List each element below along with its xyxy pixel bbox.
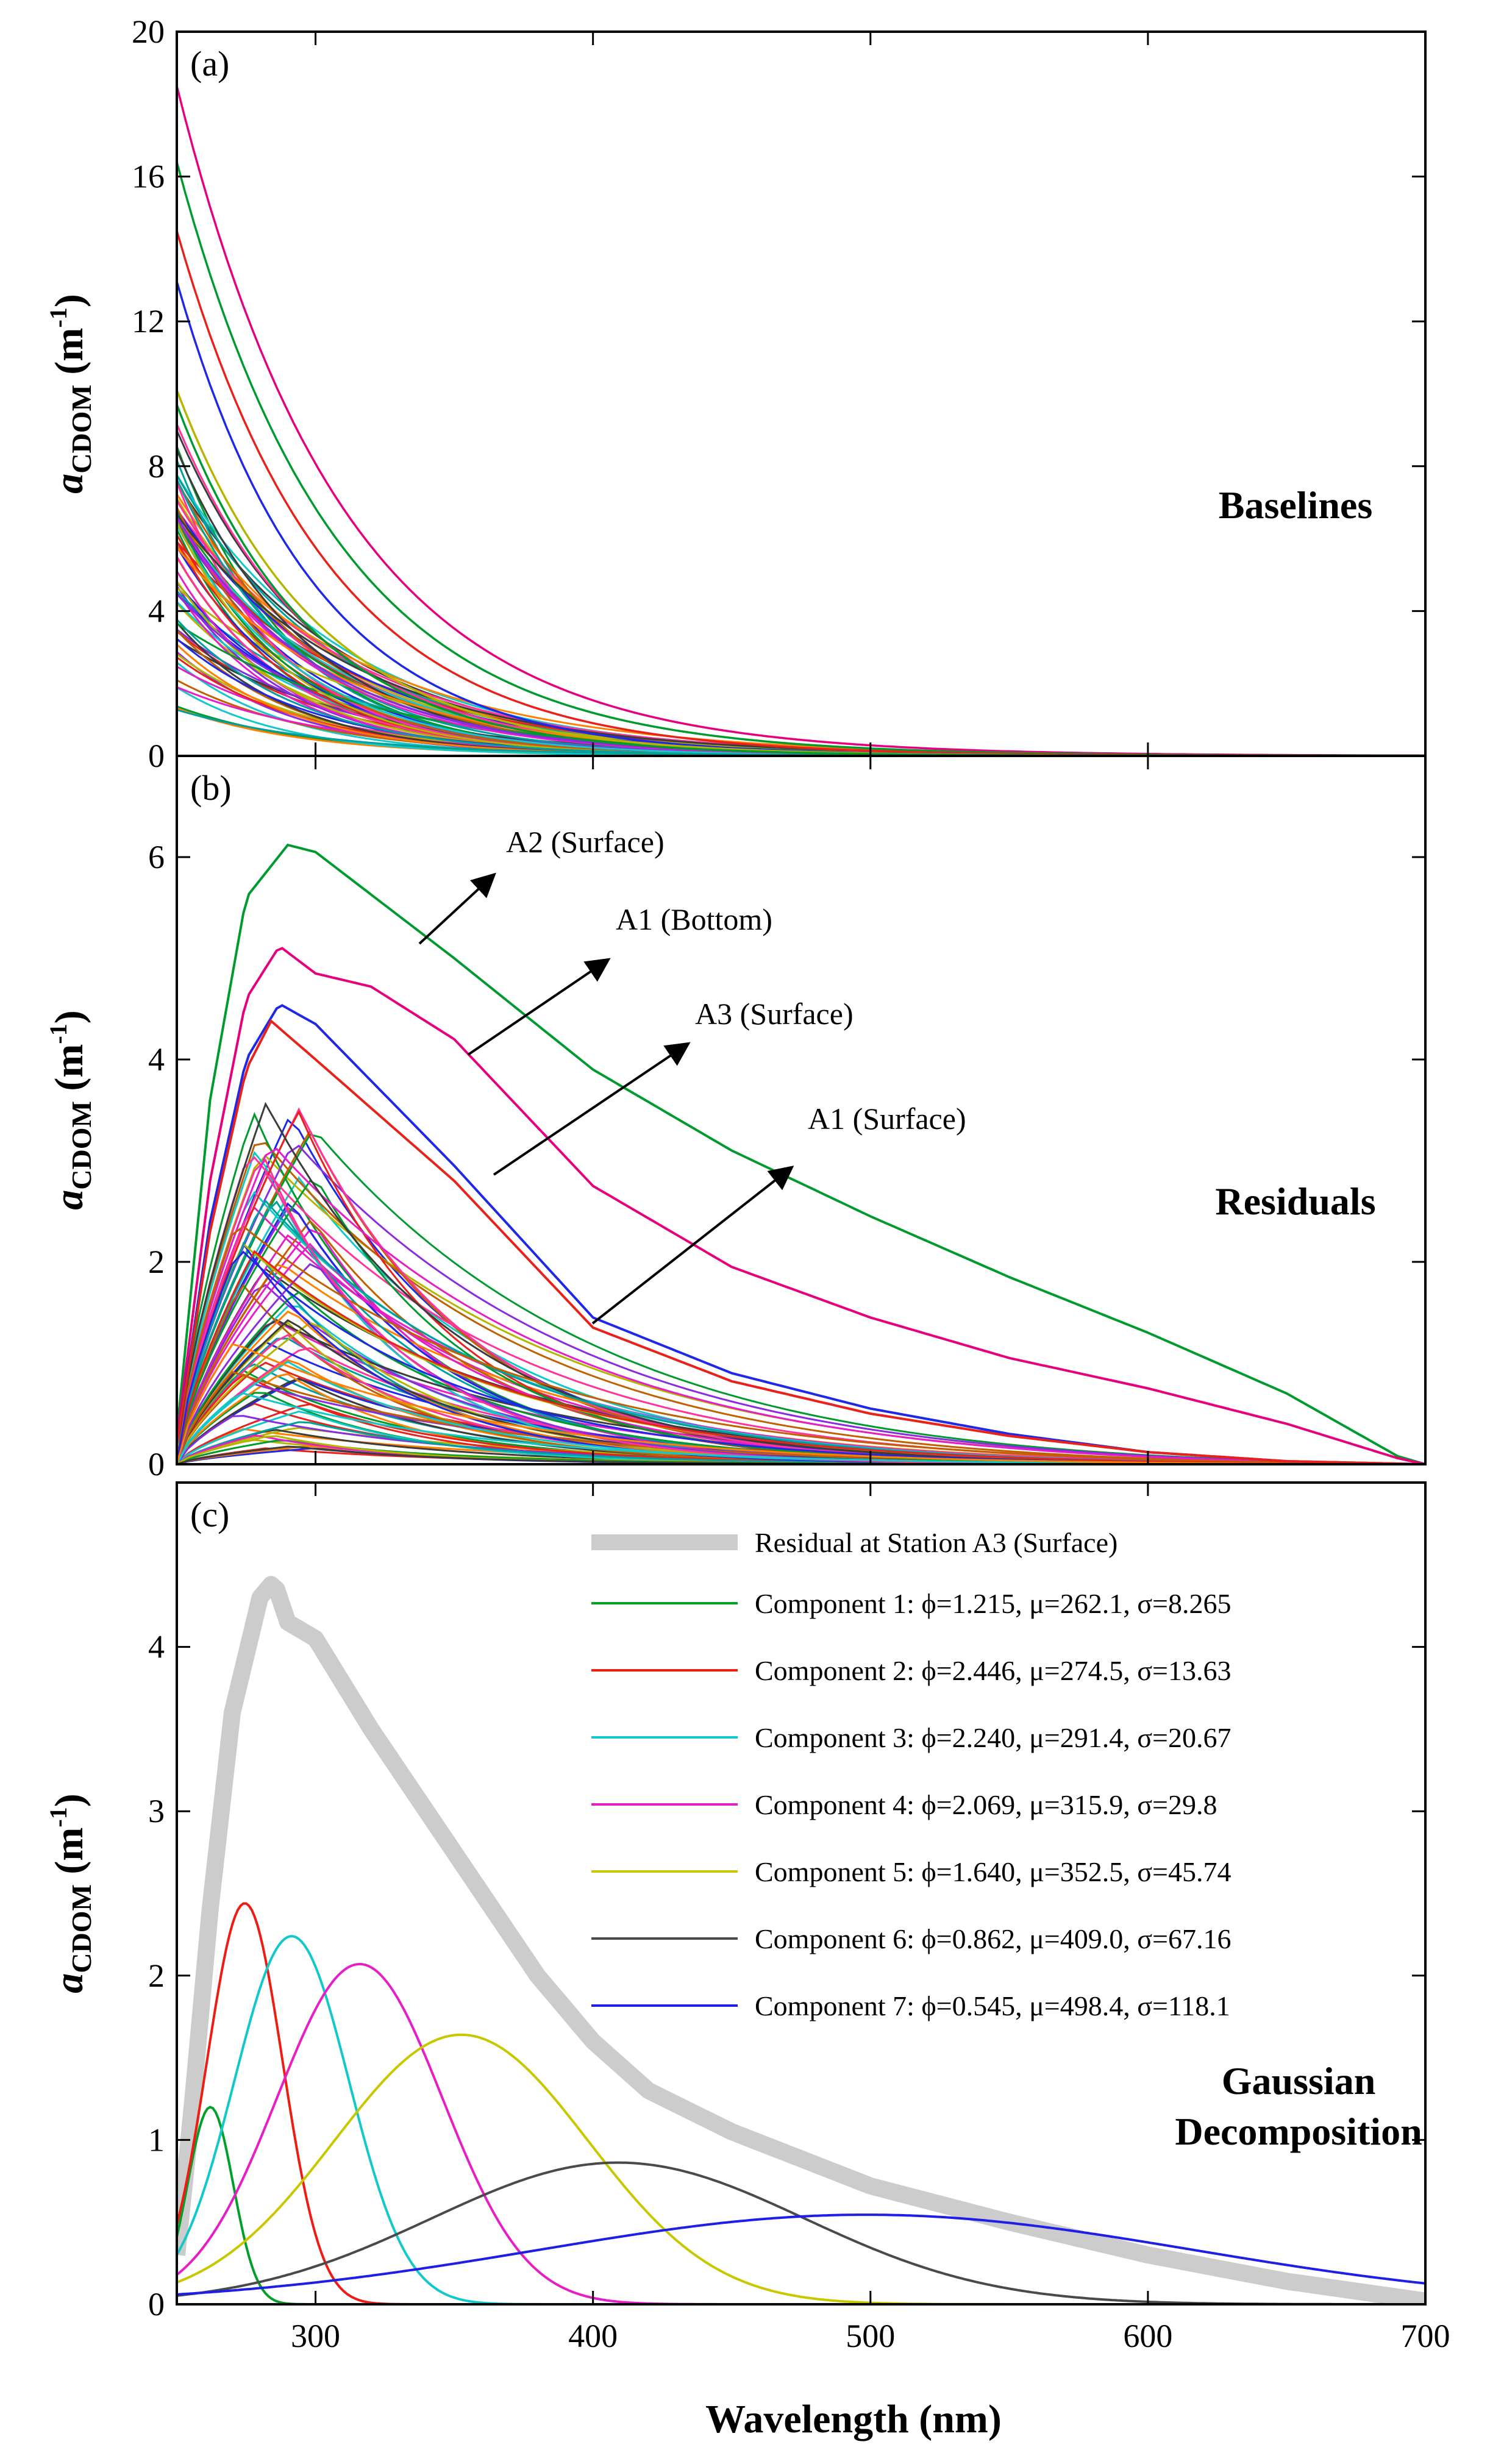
legend-entry: Component 4: ϕ=2.069, μ=315.9, σ=29.8 bbox=[755, 1789, 1217, 1820]
gaussian-component-line bbox=[177, 2213, 1425, 2296]
legend-entry: Component 3: ϕ=2.240, μ=291.4, σ=20.67 bbox=[755, 1722, 1231, 1753]
residual-line bbox=[177, 1284, 1420, 1464]
residual-line bbox=[177, 1284, 1420, 1464]
gaussian-component-line bbox=[177, 1935, 1425, 2304]
y-tick-label: 4 bbox=[148, 593, 165, 629]
residual-line bbox=[177, 1225, 1420, 1464]
plot-area-1 bbox=[177, 843, 1425, 1464]
legend: Residual at Station A3 (Surface) Componen… bbox=[591, 1527, 1231, 2021]
panel-2: Residual at Station A3 (Surface) Componen… bbox=[45, 1481, 1450, 2354]
residual-line bbox=[177, 1206, 1420, 1464]
legend-entry: Residual at Station A3 (Surface) bbox=[755, 1527, 1118, 1558]
residual-highlight-line bbox=[177, 947, 1425, 1464]
panel-title: Baselines bbox=[1219, 483, 1372, 527]
residual-line bbox=[177, 1206, 1420, 1464]
y-tick-label: 2 bbox=[148, 1244, 165, 1280]
panel-title: Residuals bbox=[1215, 1180, 1375, 1223]
axes-frame bbox=[176, 755, 1427, 1465]
baseline-line bbox=[177, 507, 1420, 756]
y-axis-title: aCDOM (m-1) bbox=[45, 1010, 97, 1209]
legend-entry: Component 2: ϕ=2.446, μ=274.5, σ=13.63 bbox=[755, 1655, 1231, 1686]
y-tick-label: 20 bbox=[132, 13, 165, 50]
plot-area-0 bbox=[177, 85, 1425, 756]
panel-letter: (b) bbox=[190, 768, 232, 808]
gaussian-component-line bbox=[177, 1962, 1425, 2304]
panel-title: Gaussian bbox=[1222, 2059, 1376, 2103]
y-tick-label: 4 bbox=[148, 1629, 165, 1665]
y-axis-title: aCDOM (m-1) bbox=[45, 294, 97, 493]
legend-entry: Component 1: ϕ=1.215, μ=262.1, σ=8.265 bbox=[755, 1588, 1231, 1619]
x-tick-label: 700 bbox=[1401, 2318, 1450, 2354]
x-tick-label: 400 bbox=[568, 2318, 618, 2354]
x-tick-label: 500 bbox=[846, 2318, 895, 2354]
panel-0: 0 4 8 12 16 20 (a) Baselines aCDOM (m-1) bbox=[45, 13, 1427, 774]
y-tick-label: 16 bbox=[132, 158, 165, 195]
panel-1: A2 (Surface) A1 (Bottom) A3 (Surface) A1 (S… bbox=[45, 755, 1427, 1483]
panel-letter: (c) bbox=[190, 1495, 229, 1534]
y-tick-label: 4 bbox=[148, 1041, 165, 1078]
y-tick-label: 6 bbox=[148, 839, 165, 875]
baseline-line bbox=[177, 507, 1420, 756]
legend-entry: Component 5: ϕ=1.640, μ=352.5, σ=45.74 bbox=[755, 1856, 1231, 1887]
baseline-highlight-line bbox=[177, 85, 1425, 756]
axes-frame bbox=[176, 30, 1427, 757]
panel-letter: (a) bbox=[190, 44, 229, 84]
y-tick-label: 8 bbox=[148, 448, 165, 485]
x-tick-label: 300 bbox=[291, 2318, 340, 2354]
annotation-arrow bbox=[493, 1042, 691, 1176]
residual-thick-line bbox=[177, 1576, 1425, 2304]
y-tick-label: 2 bbox=[148, 1957, 165, 1994]
annotation-label: A1 (Bottom) bbox=[616, 902, 772, 936]
legend-entry: Component 6: ϕ=0.862, μ=409.0, σ=67.16 bbox=[755, 1923, 1231, 1954]
gaussian-component-line bbox=[177, 2033, 1425, 2304]
annotation-arrow bbox=[591, 1166, 794, 1325]
y-axis-title: aCDOM (m-1) bbox=[45, 1793, 97, 1993]
y-tick-label: 3 bbox=[148, 1793, 165, 1829]
y-tick-label: 0 bbox=[148, 1446, 165, 1483]
residual-line bbox=[177, 1199, 1420, 1464]
residual-line bbox=[177, 1200, 1420, 1464]
residual-highlight-line bbox=[177, 843, 1425, 1464]
annotation-arrow bbox=[467, 958, 611, 1056]
baseline-line bbox=[177, 524, 1420, 756]
baseline-line bbox=[177, 544, 1420, 756]
annotation-label: A3 (Surface) bbox=[695, 997, 854, 1031]
x-axis-title: Wavelength (nm) bbox=[705, 2397, 1002, 2441]
y-tick-label: 0 bbox=[148, 2286, 165, 2323]
panel-title: Decomposition bbox=[1175, 2110, 1422, 2153]
y-tick-label: 1 bbox=[148, 2121, 165, 2158]
axes-frame bbox=[176, 1481, 1427, 2306]
residual-line bbox=[177, 1147, 1420, 1464]
residual-highlight-line bbox=[177, 1019, 1425, 1464]
annotation-arrow bbox=[418, 872, 496, 945]
annotation-label: A1 (Surface) bbox=[808, 1102, 966, 1136]
annotation-label: A2 (Surface) bbox=[506, 825, 665, 859]
x-tick-label: 600 bbox=[1123, 2318, 1172, 2354]
baseline-highlight-line bbox=[177, 162, 1425, 756]
y-tick-label: 0 bbox=[148, 738, 165, 774]
y-tick-label: 12 bbox=[132, 303, 165, 340]
legend-entry: Component 7: ϕ=0.545, μ=498.4, σ=118.1 bbox=[755, 1990, 1230, 2021]
gaussian-component-line bbox=[177, 2161, 1425, 2304]
baseline-line bbox=[177, 509, 1420, 756]
